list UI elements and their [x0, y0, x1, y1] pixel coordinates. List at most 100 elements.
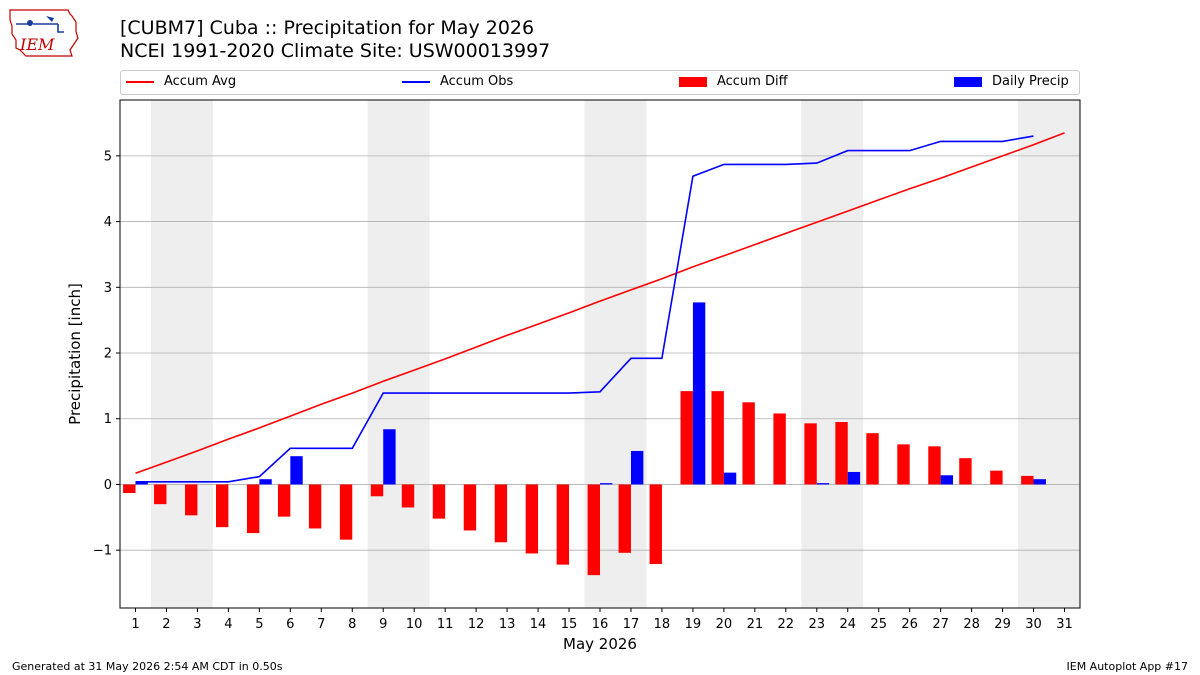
accum-diff-bar [216, 484, 229, 528]
legend-item-accum-diff: Accum Diff [679, 74, 788, 90]
y-tick-label: 2 [104, 347, 112, 362]
x-tick-label: 8 [348, 617, 356, 632]
accum-diff-bar [432, 484, 446, 519]
accum-avg-line [135, 132, 1065, 475]
legend-label: Accum Avg [164, 74, 237, 89]
accum-diff-bar [1021, 475, 1034, 485]
daily-precip-bar [692, 302, 706, 485]
x-tick-label: 9 [379, 617, 387, 632]
x-tick-label: 24 [839, 617, 856, 632]
weekend-shade [367, 100, 430, 608]
legend-swatch [954, 76, 982, 87]
accum-diff-bar [556, 484, 570, 565]
x-tick-label: 4 [224, 617, 232, 632]
accum-diff-bar [711, 391, 724, 485]
legend-label: Accum Obs [440, 74, 514, 89]
accum-diff-bar [773, 413, 786, 485]
daily-precip-bar [383, 429, 396, 485]
accum-diff-bar [494, 484, 508, 543]
legend: Accum Avg Accum Obs Accum Diff Daily Pre… [120, 70, 1080, 95]
accum-diff-bar [928, 446, 941, 485]
x-tick-label: 27 [932, 617, 949, 632]
accum-diff-bar [649, 484, 662, 564]
accum-diff-bar [587, 484, 600, 576]
daily-precip-bar [940, 475, 954, 485]
y-tick-label: 5 [104, 149, 112, 164]
legend-item-accum-obs: Accum Obs [402, 74, 513, 90]
daily-precip-bar [1033, 479, 1046, 485]
chart-title: [CUBM7] Cuba :: Precipitation for May 20… [120, 17, 535, 39]
chart-subtitle: NCEI 1991-2020 Climate Site: USW00013997 [120, 40, 551, 62]
x-tick-label: 10 [406, 617, 423, 632]
y-tick-label: 3 [104, 281, 112, 296]
accum-diff-bar [959, 458, 972, 485]
weekend-shade [801, 100, 864, 608]
x-tick-label: 25 [870, 617, 887, 632]
weekend-shade [584, 100, 647, 608]
legend-item-daily-precip: Daily Precip [954, 74, 1069, 90]
daily-precip-bar [816, 483, 830, 485]
accum-diff-bar [185, 484, 198, 516]
daily-precip-bar [135, 481, 148, 485]
daily-precip-bar [723, 472, 737, 485]
accum-diff-bar [308, 484, 322, 529]
accum-diff-bar [618, 484, 631, 553]
daily-precip-bar [600, 483, 613, 485]
x-tick-label: 23 [809, 617, 826, 632]
x-tick-label: 22 [778, 617, 795, 632]
x-tick-label: 30 [1025, 617, 1042, 632]
daily-precip-bar [290, 456, 303, 485]
plot-frame [119, 99, 1081, 609]
x-tick-label: 1 [131, 617, 139, 632]
y-tick-label: 0 [104, 478, 112, 493]
accum-diff-bar [246, 484, 260, 534]
x-tick-label: 12 [468, 617, 485, 632]
x-tick-label: 17 [623, 617, 640, 632]
x-tick-label: 7 [317, 617, 325, 632]
accum-diff-bar [463, 484, 477, 531]
accum-diff-bar [990, 470, 1003, 485]
iem-logo: IEM [9, 9, 79, 57]
weekend-shade [1018, 100, 1080, 608]
x-axis-label: May 2026 [563, 635, 637, 653]
x-tick-label: 15 [561, 617, 578, 632]
legend-swatch [679, 76, 707, 87]
y-tick-label: −1 [93, 544, 112, 559]
accum-diff-bar [804, 423, 817, 485]
x-tick-label: 31 [1056, 617, 1073, 632]
x-tick-label: 5 [255, 617, 263, 632]
y-axis-label: Precipitation [inch] [66, 283, 84, 425]
legend-swatch [126, 80, 154, 83]
daily-precip-bar [630, 450, 644, 485]
accum-diff-bar [742, 402, 755, 485]
x-tick-label: 19 [685, 617, 702, 632]
accum-diff-bar [277, 484, 291, 517]
accum-diff-bar [897, 444, 910, 485]
y-tick-label: 4 [104, 215, 112, 230]
footer-generated: Generated at 31 May 2026 2:54 AM CDT in … [12, 660, 283, 673]
accum-diff-bar [680, 391, 693, 485]
footer-app: IEM Autoplot App #17 [1066, 660, 1189, 673]
x-tick-label: 18 [654, 617, 671, 632]
accum-obs-line [135, 135, 1034, 483]
legend-swatch [402, 80, 430, 83]
legend-label: Accum Diff [717, 74, 788, 89]
accum-diff-bar [401, 484, 415, 508]
x-tick-label: 3 [193, 617, 201, 632]
accum-diff-bar [525, 484, 539, 554]
x-tick-label: 6 [286, 617, 294, 632]
x-tick-label: 20 [716, 617, 733, 632]
accum-diff-bar [835, 422, 848, 485]
weekend-shade [150, 100, 213, 608]
x-tick-label: 16 [592, 617, 609, 632]
daily-precip-bar [847, 471, 861, 485]
accum-diff-bar [123, 484, 136, 493]
x-tick-label: 29 [994, 617, 1011, 632]
accum-diff-bar [866, 433, 879, 485]
x-tick-label: 26 [901, 617, 918, 632]
accum-diff-bar [154, 484, 167, 505]
x-tick-label: 28 [963, 617, 980, 632]
x-tick-label: 2 [162, 617, 170, 632]
legend-item-accum-avg: Accum Avg [126, 74, 236, 90]
